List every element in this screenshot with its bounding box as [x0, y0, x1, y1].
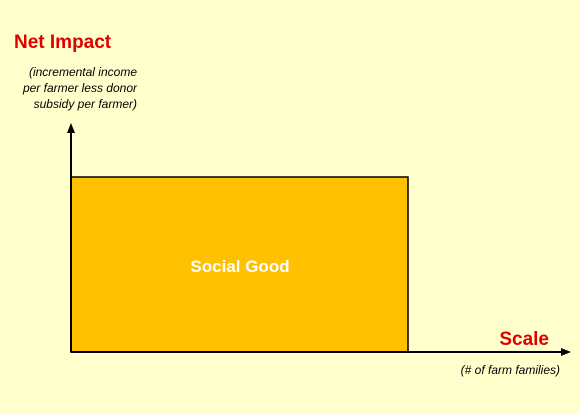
y-arrow: [67, 123, 75, 133]
y-axis-note: subsidy per farmer): [34, 97, 137, 111]
x-arrow: [561, 348, 571, 356]
y-axis-note: (incremental income: [29, 65, 137, 79]
area-label: Social Good: [190, 257, 289, 276]
social-good-area: [70, 176, 409, 353]
y-axis-title: Net Impact: [14, 32, 112, 53]
y-axis-note: per farmer less donor: [22, 81, 138, 95]
x-axis-title: Scale: [499, 329, 549, 350]
x-axis-note: (# of farm families): [461, 363, 560, 377]
